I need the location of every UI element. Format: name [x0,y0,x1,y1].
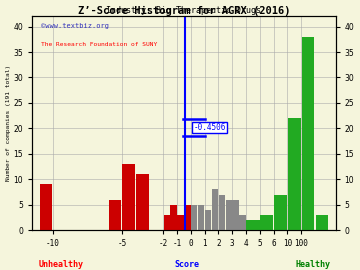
Bar [288,118,301,230]
Bar [315,215,328,230]
Bar [191,205,197,230]
Bar [239,215,246,230]
Bar [164,215,176,230]
Bar [198,205,204,230]
Bar [122,164,135,230]
Title: Z’-Score Histogram for AGRX (2016): Z’-Score Histogram for AGRX (2016) [78,6,290,16]
Bar [212,190,218,230]
Bar [219,195,225,230]
Text: -0.4506: -0.4506 [194,123,226,132]
Text: Score: Score [175,260,200,269]
Bar [246,220,253,230]
Bar [177,215,184,230]
Bar [260,215,273,230]
Text: Healthy: Healthy [296,260,331,269]
Bar [170,205,177,230]
Text: The Research Foundation of SUNY: The Research Foundation of SUNY [41,42,157,47]
Bar [205,210,211,230]
Bar [274,195,287,230]
Bar [136,174,149,230]
Text: Unhealthy: Unhealthy [39,260,84,269]
Y-axis label: Number of companies (191 total): Number of companies (191 total) [5,65,10,181]
Bar [184,205,190,230]
Bar [109,200,121,230]
Bar [40,184,52,230]
Bar [253,220,260,230]
Bar [302,37,314,230]
Text: Industry: Bio Therapeutic Drugs: Industry: Bio Therapeutic Drugs [107,6,261,15]
Bar [226,200,232,230]
Text: ©www.textbiz.org: ©www.textbiz.org [41,23,109,29]
Bar [233,200,239,230]
